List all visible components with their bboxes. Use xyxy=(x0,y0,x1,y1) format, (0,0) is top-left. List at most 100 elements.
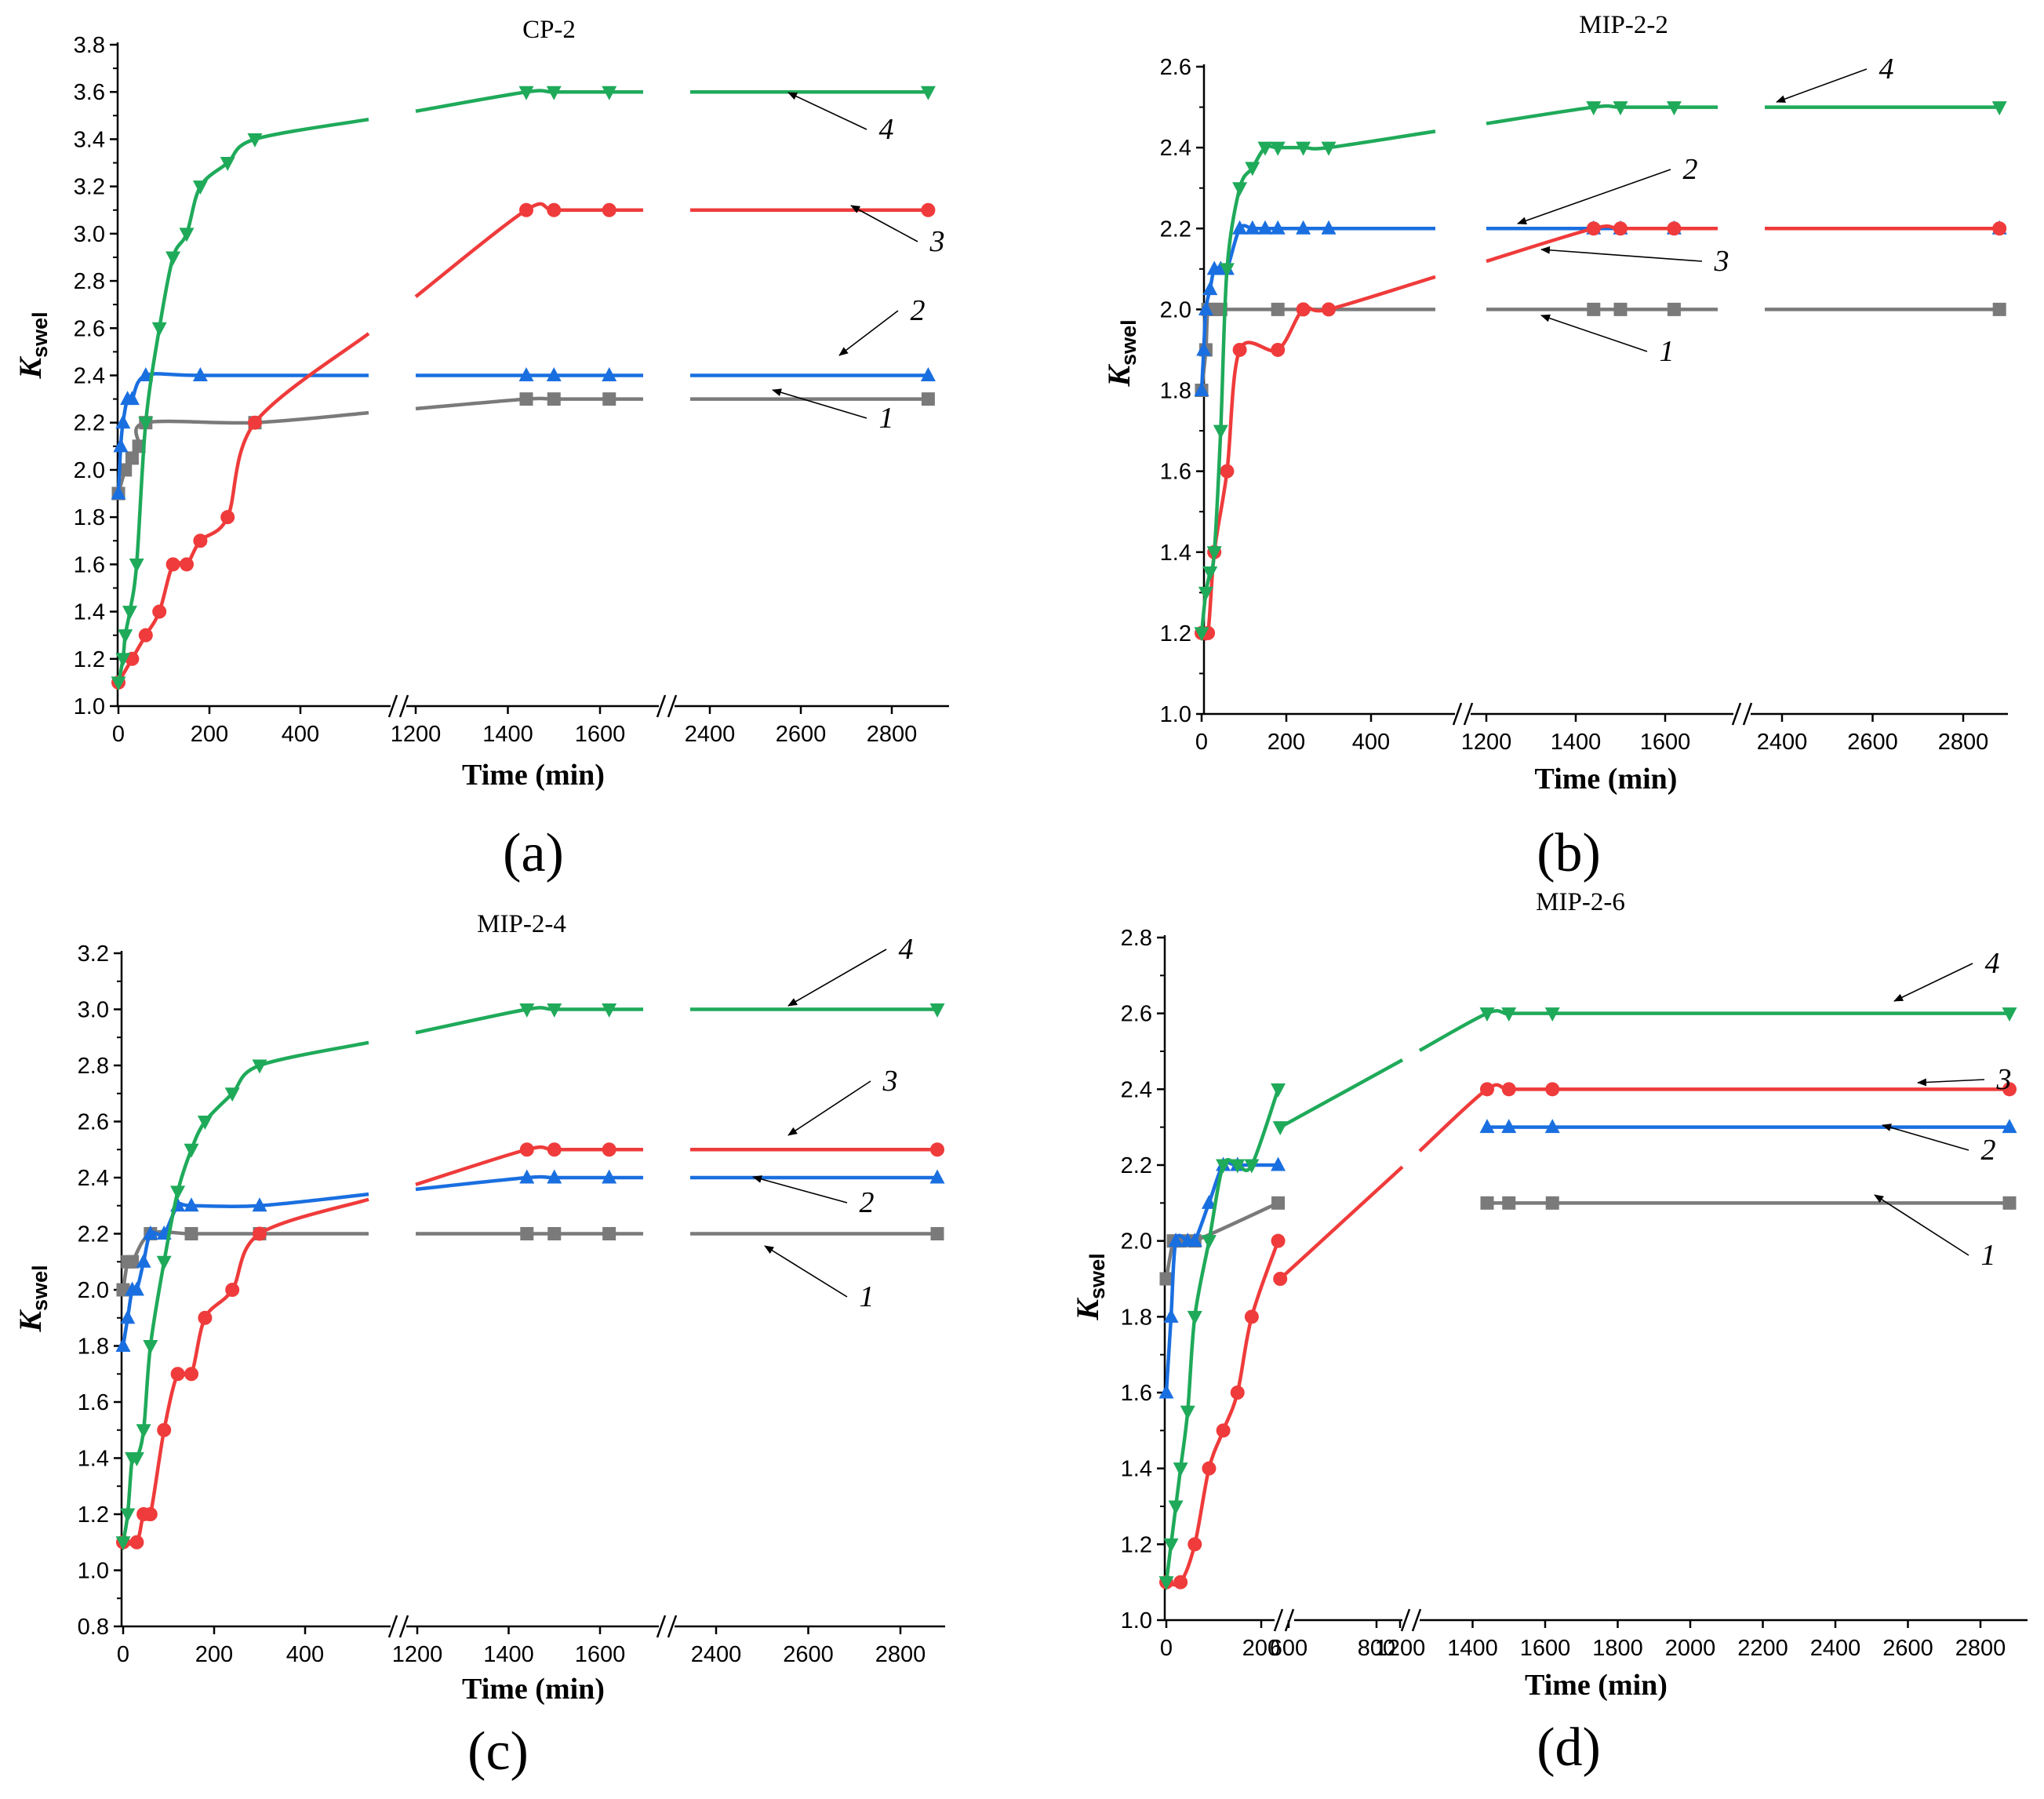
series-line-segment xyxy=(1486,224,1718,264)
data-point xyxy=(1586,101,1602,116)
axis-break-mark xyxy=(1452,702,1463,726)
data-point xyxy=(518,367,534,381)
x-tick-label: 0 xyxy=(1195,730,1208,755)
x-tick-label: 200 xyxy=(1267,730,1305,755)
data-point xyxy=(253,1226,267,1241)
data-point xyxy=(920,86,936,100)
data-point xyxy=(1173,1462,1188,1477)
curve-label: 1 xyxy=(860,1280,875,1313)
data-point xyxy=(547,202,562,217)
x-tick-label: 400 xyxy=(282,722,319,747)
curve-label: 2 xyxy=(911,294,926,327)
curve-label: 2 xyxy=(860,1186,875,1219)
data-point xyxy=(184,1197,199,1212)
y-axis-title: Kswel xyxy=(13,1265,52,1332)
y-tick-label: 1.4 xyxy=(74,600,105,625)
y-tick-label: 1.6 xyxy=(78,1390,109,1415)
x-tick-label: 2800 xyxy=(1955,1636,2006,1661)
data-point xyxy=(547,1227,562,1240)
y-tick-label: 2.6 xyxy=(1121,1002,1152,1027)
y-tick-label: 1.8 xyxy=(78,1335,109,1360)
y-axis-title-subscript: swel xyxy=(1117,319,1140,366)
data-point xyxy=(1613,101,1628,116)
y-tick-label: 2.4 xyxy=(1160,136,1191,161)
data-point xyxy=(1232,342,1247,357)
data-point xyxy=(1257,141,1273,156)
data-point xyxy=(1194,627,1209,642)
y-tick-label: 2.4 xyxy=(78,1166,109,1191)
curve-label-arrow xyxy=(1874,1194,1969,1256)
data-point xyxy=(129,558,144,573)
data-point xyxy=(193,534,208,548)
data-point xyxy=(1198,300,1213,315)
data-point xyxy=(1187,1310,1202,1325)
y-axis-title-subscript: swel xyxy=(28,311,52,358)
panel-title: MIP-2-6 xyxy=(1536,888,1625,916)
data-point xyxy=(1296,141,1311,156)
series-line-segment xyxy=(414,202,643,298)
data-point xyxy=(184,1143,199,1158)
y-tick-label: 2.4 xyxy=(1121,1077,1152,1102)
data-point xyxy=(930,1142,944,1157)
data-point xyxy=(1480,1196,1494,1210)
y-tick-label: 1.8 xyxy=(74,505,105,530)
y-tick-label: 1.6 xyxy=(74,552,105,577)
data-point xyxy=(129,1281,144,1296)
data-point xyxy=(2002,1119,2017,1134)
series-line-segment xyxy=(116,117,369,683)
x-tick-label: 400 xyxy=(1352,730,1390,755)
y-tick-label: 2.8 xyxy=(78,1054,109,1079)
data-point xyxy=(1194,382,1209,396)
data-point xyxy=(151,322,167,337)
data-point xyxy=(247,133,263,147)
series-line-segment xyxy=(1199,275,1436,641)
data-point xyxy=(2002,1007,2017,1022)
data-point xyxy=(1257,220,1273,235)
y-tick-label: 1.0 xyxy=(1121,1608,1152,1633)
y-tick-label: 0.8 xyxy=(78,1615,109,1640)
series-4: 4 xyxy=(115,933,945,1551)
x-tick-label: 1200 xyxy=(391,722,442,747)
data-point xyxy=(197,1116,213,1130)
data-point xyxy=(248,415,262,430)
y-tick-label: 2.6 xyxy=(1160,55,1191,80)
data-point xyxy=(1201,1235,1217,1250)
data-point xyxy=(1992,302,2006,316)
x-tick-label: 1600 xyxy=(575,1642,626,1667)
data-point xyxy=(1544,1119,1560,1134)
y-axis-title-main: K xyxy=(13,1309,48,1333)
data-point xyxy=(1245,220,1260,235)
series-4: 4 xyxy=(1158,947,2017,1591)
y-tick-label: 1.6 xyxy=(1160,460,1191,485)
axis-break-mark xyxy=(398,1615,409,1638)
y-tick-label: 2.2 xyxy=(78,1222,109,1247)
data-point xyxy=(111,676,126,691)
data-point xyxy=(1271,1233,1286,1248)
data-point xyxy=(547,1003,562,1018)
data-point xyxy=(157,1422,172,1437)
data-point xyxy=(929,1003,945,1018)
x-tick-label: 2400 xyxy=(685,722,736,747)
y-tick-label: 1.4 xyxy=(78,1447,109,1472)
series-line-segment xyxy=(121,1040,369,1543)
data-point xyxy=(520,1227,534,1240)
curve-label-arrow xyxy=(787,1080,871,1136)
axis-break-mark xyxy=(387,1615,398,1638)
x-tick-label: 0 xyxy=(1160,1636,1173,1661)
curve-label-arrow xyxy=(772,388,867,419)
data-point xyxy=(1272,1121,1288,1136)
x-tick-label: 1200 xyxy=(1375,1636,1426,1661)
data-point xyxy=(1206,546,1222,561)
y-tick-label: 1.0 xyxy=(78,1559,109,1584)
data-point xyxy=(1216,1423,1231,1438)
curve-label-arrow xyxy=(1893,963,1973,1002)
data-point xyxy=(1270,141,1286,156)
data-point xyxy=(602,86,617,100)
y-tick-label: 2.6 xyxy=(74,316,105,341)
y-tick-label: 1.8 xyxy=(1121,1305,1152,1330)
data-point xyxy=(1202,1461,1217,1476)
data-point xyxy=(1545,1082,1560,1097)
curve-label: 3 xyxy=(882,1065,898,1098)
series-line-segment xyxy=(1278,1165,1404,1280)
x-tick-label: 800 xyxy=(1358,1636,1395,1661)
